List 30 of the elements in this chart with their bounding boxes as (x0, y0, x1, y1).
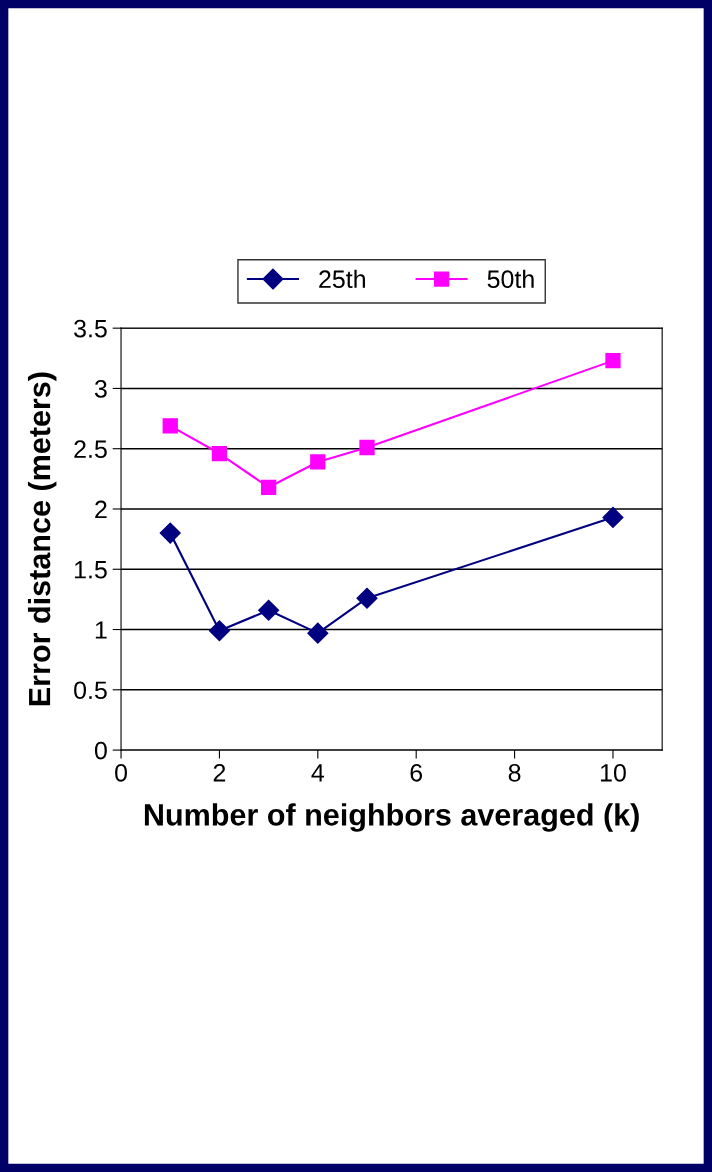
point (359, 439, 375, 456)
point (310, 454, 326, 470)
x-tick-label: 10 (600, 763, 626, 782)
x-tick-label: 2 (213, 763, 226, 782)
y-tick-label: 2.5 (74, 440, 107, 459)
legend-label: 25th (319, 269, 365, 289)
y-tick-label: 1 (95, 621, 107, 639)
point (162, 418, 178, 434)
point (356, 587, 378, 609)
y-tick-label: 3.5 (74, 319, 107, 338)
point (211, 445, 228, 462)
y-tick-label: 2 (95, 500, 107, 519)
x-tick-label: 4 (311, 764, 325, 782)
x-tick-label: 0 (115, 763, 128, 782)
point (208, 620, 230, 642)
point (258, 599, 280, 621)
point (159, 522, 181, 544)
y-tick-label: 3 (94, 380, 107, 398)
x-tick-label: 8 (508, 763, 521, 782)
point (307, 622, 329, 644)
y-tick-label: 1.5 (75, 561, 107, 579)
y-tick-label: 0.5 (74, 681, 107, 700)
y-tick-label: 0 (94, 741, 107, 760)
legend-label: 50th (487, 269, 534, 289)
x-axis-title: Number of neighbors averaged (k) (144, 803, 639, 832)
point (605, 353, 621, 369)
point (602, 506, 624, 528)
y-axis-title: Error distance (meters) (27, 372, 57, 706)
point (260, 479, 277, 495)
x-tick-label: 6 (410, 763, 423, 782)
